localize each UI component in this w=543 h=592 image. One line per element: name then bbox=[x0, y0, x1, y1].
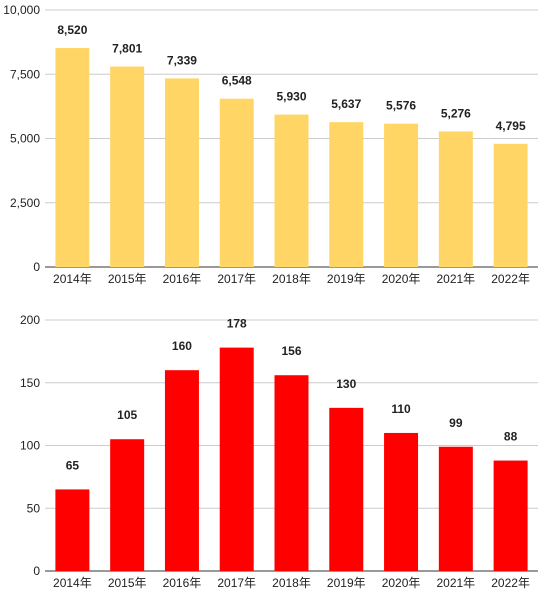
bar bbox=[274, 114, 309, 267]
bar bbox=[493, 143, 528, 267]
data-label: 5,276 bbox=[441, 106, 471, 120]
bar bbox=[164, 78, 199, 268]
data-label: 130 bbox=[336, 377, 356, 391]
x-tick-label: 2014年 bbox=[53, 576, 92, 590]
x-tick-label: 2020年 bbox=[382, 576, 421, 590]
x-tick-label: 2018年 bbox=[272, 272, 311, 286]
data-label: 5,637 bbox=[331, 97, 361, 111]
data-label: 88 bbox=[504, 430, 518, 444]
bar bbox=[55, 48, 90, 268]
x-tick-label: 2016年 bbox=[163, 576, 202, 590]
bar bbox=[384, 123, 419, 267]
x-tick-label: 2019年 bbox=[327, 576, 366, 590]
data-label: 160 bbox=[172, 339, 192, 353]
data-label: 99 bbox=[449, 416, 463, 430]
y-tick-label: 150 bbox=[20, 376, 40, 390]
x-tick-label: 2017年 bbox=[217, 576, 256, 590]
bar bbox=[110, 439, 145, 571]
bar bbox=[438, 131, 473, 267]
bar bbox=[219, 347, 254, 571]
x-tick-label: 2017年 bbox=[217, 272, 256, 286]
data-label: 5,576 bbox=[386, 99, 416, 113]
data-label: 7,801 bbox=[112, 42, 142, 56]
x-tick-label: 2021年 bbox=[436, 576, 475, 590]
x-tick-label: 2014年 bbox=[53, 272, 92, 286]
data-label: 65 bbox=[66, 458, 80, 472]
data-label: 7,339 bbox=[167, 53, 197, 67]
data-label: 8,520 bbox=[57, 23, 87, 37]
data-label: 105 bbox=[117, 408, 137, 422]
y-tick-label: 7,500 bbox=[10, 67, 40, 81]
bar bbox=[219, 98, 254, 267]
y-tick-label: 100 bbox=[20, 439, 40, 453]
bar bbox=[384, 432, 419, 571]
y-tick-label: 2,500 bbox=[10, 196, 40, 210]
bar bbox=[329, 407, 364, 571]
x-tick-label: 2016年 bbox=[163, 272, 202, 286]
x-tick-label: 2022年 bbox=[491, 576, 530, 590]
y-tick-label: 200 bbox=[20, 313, 40, 327]
data-label: 5,930 bbox=[276, 90, 306, 104]
data-label: 6,548 bbox=[222, 74, 252, 88]
bar bbox=[493, 460, 528, 571]
y-tick-label: 0 bbox=[33, 564, 40, 578]
x-tick-label: 2022年 bbox=[491, 272, 530, 286]
bar-chart-bottom: 0 50 100 150 200 65 2014年 105 2015年 160 2016年 178 20… bbox=[20, 313, 538, 590]
data-label: 4,795 bbox=[496, 119, 526, 133]
bar bbox=[164, 370, 199, 571]
bar bbox=[110, 66, 145, 267]
x-tick-label: 2015年 bbox=[108, 576, 147, 590]
bar bbox=[274, 375, 309, 571]
x-tick-label: 2019年 bbox=[327, 272, 366, 286]
x-tick-label: 2018年 bbox=[272, 576, 311, 590]
y-tick-label: 10,000 bbox=[3, 3, 40, 17]
data-label: 110 bbox=[391, 402, 411, 416]
y-tick-label: 50 bbox=[27, 501, 41, 515]
x-tick-label: 2020年 bbox=[382, 272, 421, 286]
data-label: 178 bbox=[227, 317, 247, 331]
y-tick-label: 0 bbox=[33, 260, 40, 274]
x-tick-label: 2021年 bbox=[436, 272, 475, 286]
bar bbox=[329, 122, 364, 268]
bar-chart-top: 0 2,500 5,000 7,500 10,000 8,520 2014年 7,801 201… bbox=[3, 3, 538, 286]
data-label: 156 bbox=[281, 344, 301, 358]
x-tick-label: 2015年 bbox=[108, 272, 147, 286]
bar bbox=[55, 489, 90, 571]
bar bbox=[438, 446, 473, 571]
y-tick-label: 5,000 bbox=[10, 132, 40, 146]
